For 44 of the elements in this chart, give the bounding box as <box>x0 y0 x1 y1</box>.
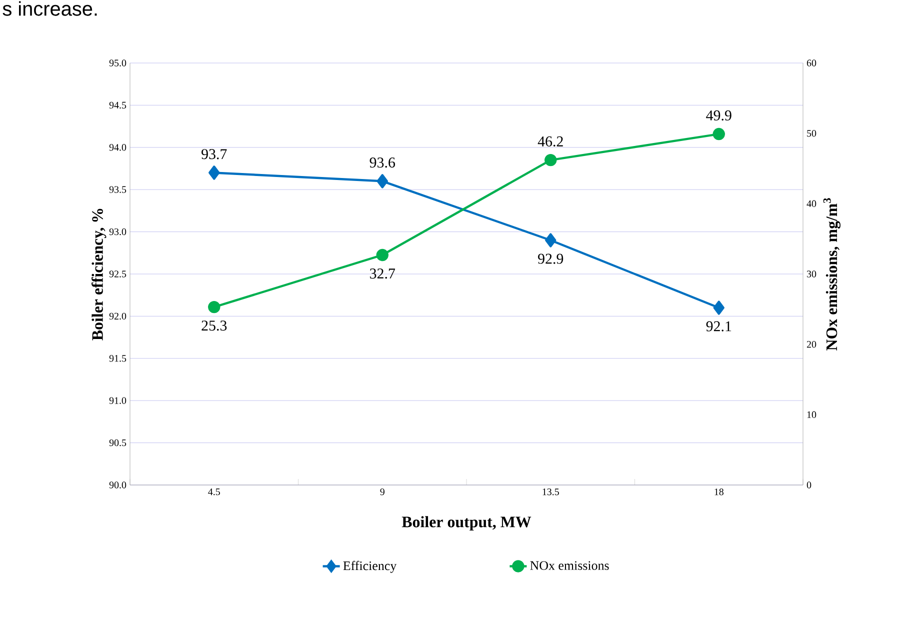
data-label: 46.2 <box>538 136 563 147</box>
y-tick-label: 91.0 <box>109 397 126 404</box>
y-tick-label: 93.5 <box>109 186 126 193</box>
text: s increase. <box>2 1 97 16</box>
y-tick-label: 94.5 <box>109 102 126 109</box>
y2-axis-title: NOx emissions, mg/m$^{3}$ <box>823 198 840 350</box>
point <box>208 300 220 314</box>
y2-tick-label: 50 <box>807 130 816 137</box>
x-tick-label: 4.5 <box>208 488 220 496</box>
y-tick-label: 95.0 <box>109 60 126 66</box>
data-label: 93.6 <box>370 158 396 168</box>
y-tick-label: 90.0 <box>109 482 126 488</box>
y-tick-label: 92.0 <box>109 312 126 320</box>
data-label: 32.7 <box>370 268 396 279</box>
y2-tick-label: 10 <box>807 411 816 418</box>
y-tick-label: 92.5 <box>109 270 126 278</box>
point <box>208 166 220 180</box>
y2-tick-label: 30 <box>807 270 816 278</box>
y-tick-label: 90.5 <box>109 439 126 446</box>
data-label: 25.3 <box>202 320 227 331</box>
y-tick-label: 94.0 <box>109 144 126 151</box>
y2-tick-label: 40 <box>806 200 816 208</box>
data-label: 49.9 <box>706 110 732 121</box>
point <box>544 154 557 166</box>
data-label: 93.7 <box>202 149 227 160</box>
y2-tick-label: 0 <box>806 482 812 488</box>
legend-label: NOx emissions <box>530 561 609 570</box>
point <box>376 174 388 188</box>
data-label: 92.9 <box>538 254 564 264</box>
point <box>376 248 388 262</box>
x-axis-title: Boiler output, MW <box>402 516 532 531</box>
x-tick-label: 18 <box>714 488 724 496</box>
data-label: 92.1 <box>706 321 732 332</box>
y2-tick-label: 60 <box>806 60 816 66</box>
point <box>713 300 724 315</box>
y-tick-label: 91.5 <box>109 355 126 362</box>
point <box>545 233 556 248</box>
point <box>712 128 725 140</box>
y2-tick-label: 20 <box>806 340 816 348</box>
legend-label: Efficiency <box>343 560 397 573</box>
y-axis-title: Boiler efficiency, % <box>92 208 106 340</box>
x-tick-label: 9 <box>380 488 384 496</box>
x-tick-label: 13.5 <box>542 488 559 496</box>
y-tick-label: 93.0 <box>109 228 126 236</box>
